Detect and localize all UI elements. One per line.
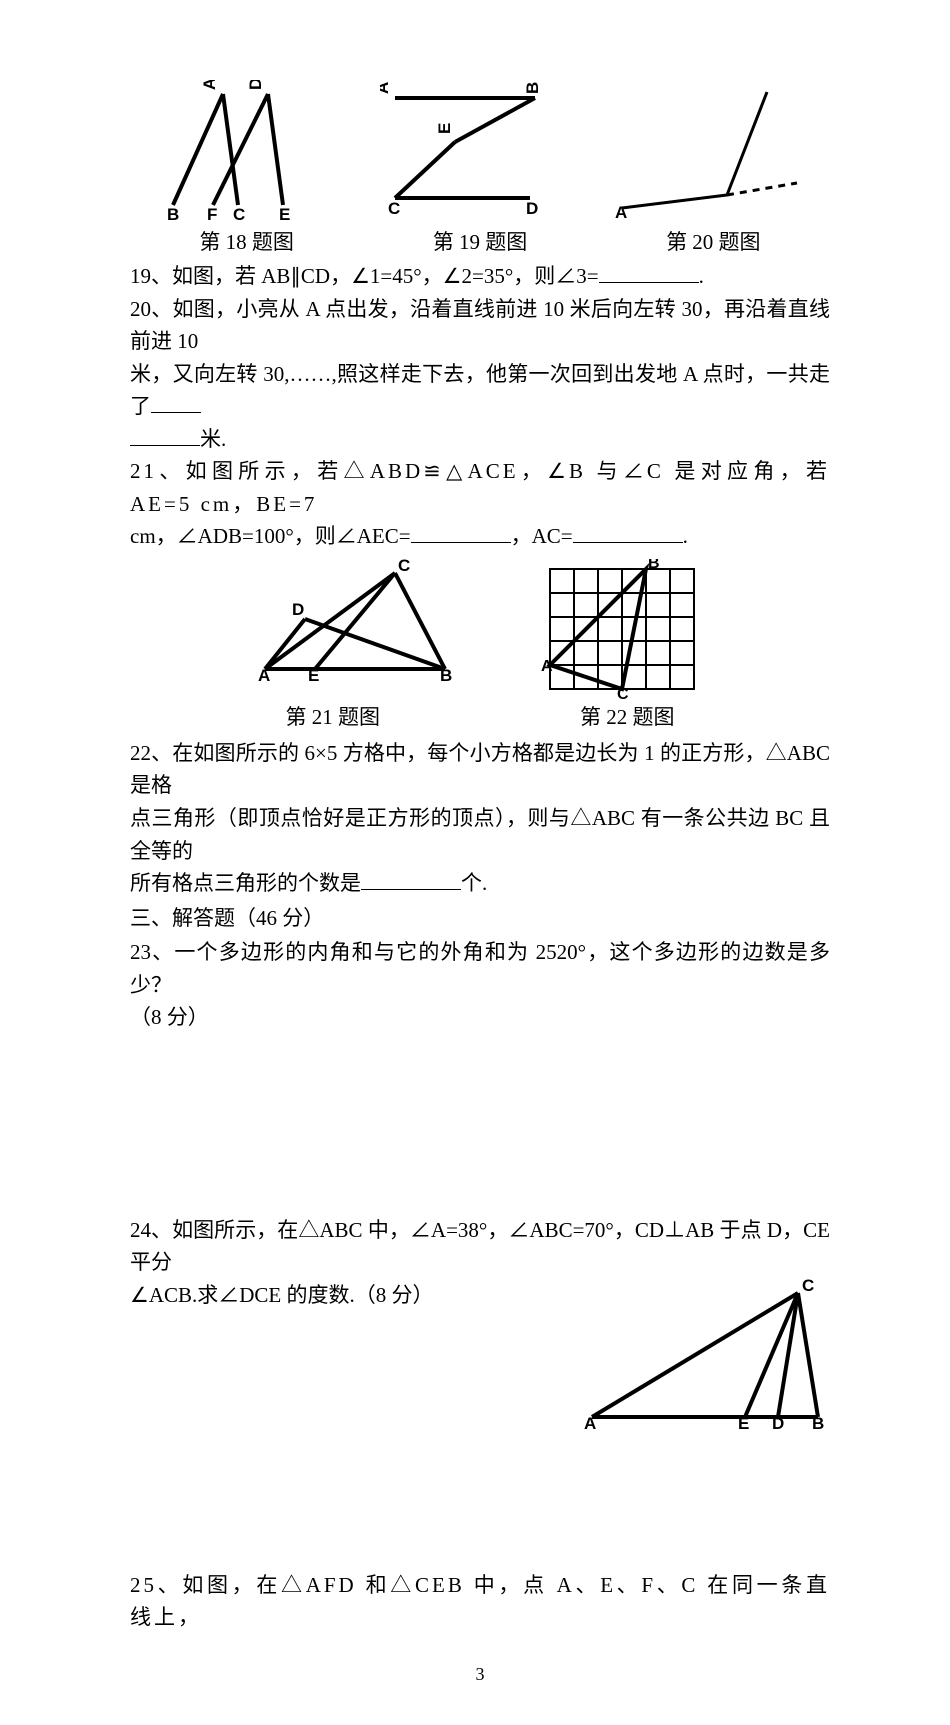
svg-text:D: D	[246, 80, 265, 90]
q24-block: 24、如图所示，在△ABC 中，∠A=38°，∠ABC=70°，CD⊥AB 于点…	[130, 1214, 830, 1429]
caption-20: 第 20 题图	[597, 226, 830, 256]
figure-caption-row-1: 第 18 题图 第 19 题图 第 20 题图	[130, 226, 830, 256]
svg-text:C: C	[233, 205, 245, 220]
svg-text:B: B	[440, 666, 452, 684]
q19: 19、如图，若 AB∥CD，∠1=45°，∠2=35°，则∠3=.	[130, 260, 830, 293]
q20-l2: 米，又向左转 30,……,照这样走下去，他第一次回到出发地 A 点时，一共走了	[130, 358, 830, 423]
fig-20: A	[607, 80, 807, 220]
svg-text:D: D	[292, 600, 304, 619]
q21-blank-1	[411, 521, 511, 543]
q21-l2a: cm，∠ADB=100°，则∠AEC=	[130, 524, 411, 548]
section-3-heading: 三、解答题（46 分）	[130, 902, 830, 935]
svg-text:A: A	[615, 203, 627, 220]
q20-l2b: 米.	[200, 427, 226, 451]
q22-l1: 22、在如图所示的 6×5 方格中，每个小方格都是边长为 1 的正方形，△ABC…	[130, 737, 830, 802]
svg-text:D: D	[772, 1414, 784, 1429]
svg-text:E: E	[279, 205, 290, 220]
svg-text:F: F	[207, 205, 217, 220]
q19-text: 19、如图，若 AB∥CD，∠1=45°，∠2=35°，则∠3=	[130, 264, 599, 288]
svg-text:B: B	[167, 205, 179, 220]
q22-l2: 点三角形（即顶点恰好是正方形的顶点），则与△ABC 有一条公共边 BC 且全等的	[130, 802, 830, 867]
svg-text:C: C	[388, 199, 400, 218]
figure-row-1: B F C E A D A B C D E	[130, 80, 830, 220]
q22-l3a: 所有格点三角形的个数是	[130, 871, 361, 895]
q22-l3: 所有格点三角形的个数是 个.	[130, 867, 830, 900]
q21-mid: ，AC=	[511, 524, 573, 548]
q25-l1: 25、如图，在△AFD 和△CEB 中，点 A、E、F、C 在同一条直线上，	[130, 1569, 830, 1634]
q20-l1: 20、如图，小亮从 A 点出发，沿着直线前进 10 米后向左转 30，再沿着直线…	[130, 293, 830, 358]
q21-l2: cm，∠ADB=100°，则∠AEC= ，AC=.	[130, 520, 830, 553]
q22-l3b: 个.	[461, 871, 487, 895]
svg-text:C: C	[398, 559, 410, 575]
q21-end: .	[683, 524, 688, 548]
answer-space-24	[130, 1429, 830, 1569]
q20-l3: 米.	[130, 423, 830, 456]
svg-text:A: A	[541, 658, 553, 675]
q23-l2: （8 分）	[130, 1001, 830, 1034]
fig-19: A B C D E	[380, 80, 550, 220]
svg-text:D: D	[526, 199, 538, 218]
svg-text:A: A	[380, 82, 392, 94]
svg-text:A: A	[258, 666, 270, 684]
figure-row-2: A B E D C	[130, 559, 830, 699]
svg-text:B: B	[523, 82, 542, 94]
q23-l1: 23、一个多边形的内角和与它的外角和为 2520°，这个多边形的边数是多少？	[130, 936, 830, 1001]
caption-18: 第 18 题图	[130, 226, 363, 256]
figure-caption-row-2: 第 21 题图 第 22 题图	[130, 701, 830, 731]
svg-text:E: E	[435, 123, 454, 134]
q19-blank	[599, 261, 699, 283]
q24-l1: 24、如图所示，在△ABC 中，∠A=38°，∠ABC=70°，CD⊥AB 于点…	[130, 1214, 830, 1279]
fig-22: A B C	[540, 559, 710, 699]
svg-text:C: C	[617, 686, 629, 699]
q21-blank-2	[573, 521, 683, 543]
svg-text:E: E	[308, 666, 319, 684]
q20-blank-a	[151, 391, 201, 413]
svg-text:B: B	[812, 1414, 824, 1429]
q20-blank-b	[130, 424, 200, 446]
fig-18: B F C E A D	[153, 80, 323, 220]
q21-l1: 21、如图所示，若△ABD≌△ACE，∠B 与∠C 是对应角，若 AE=5 cm…	[130, 455, 830, 520]
q22-blank	[361, 868, 461, 890]
q20-l2a: 米，又向左转 30,……,照这样走下去，他第一次回到出发地 A 点时，一共走了	[130, 362, 830, 419]
answer-space-23	[130, 1034, 830, 1214]
fig-21: A B E D C	[250, 559, 460, 684]
svg-text:A: A	[584, 1414, 596, 1429]
caption-21: 第 21 题图	[286, 701, 381, 731]
svg-text:A: A	[200, 80, 219, 90]
q19-suffix: .	[699, 264, 704, 288]
svg-text:E: E	[738, 1414, 749, 1429]
svg-text:C: C	[802, 1279, 814, 1295]
caption-19: 第 19 题图	[363, 226, 596, 256]
svg-text:B: B	[648, 559, 660, 572]
caption-22: 第 22 题图	[580, 701, 675, 731]
page-number: 3	[130, 1664, 830, 1685]
fig-24: A B C E D	[580, 1279, 830, 1429]
